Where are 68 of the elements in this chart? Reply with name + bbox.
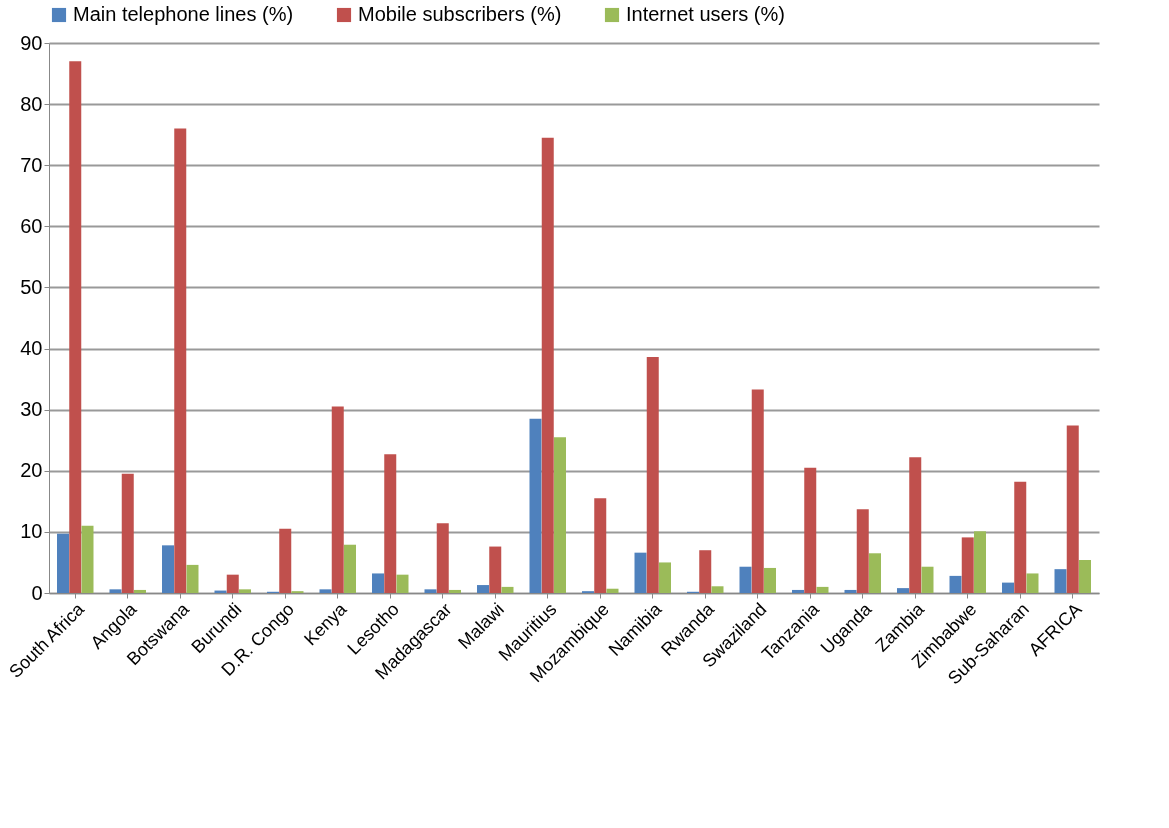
- bar: [816, 586, 829, 593]
- bar: [81, 525, 94, 593]
- bar: [739, 566, 752, 593]
- y-tick-label: 80: [20, 92, 43, 115]
- y-tick-label: 10: [20, 520, 43, 543]
- bar: [69, 61, 82, 593]
- bar: [436, 523, 449, 593]
- y-tick-label: 40: [20, 337, 43, 360]
- bar: [449, 589, 461, 593]
- bar: [909, 457, 922, 593]
- bar: [792, 589, 804, 593]
- y-tick-label: 60: [20, 214, 43, 237]
- bar: [424, 589, 437, 593]
- bar: [961, 537, 974, 593]
- bar: [372, 573, 384, 593]
- bar: [1054, 569, 1067, 593]
- legend-label: Mobile subscribers (%): [358, 3, 562, 25]
- bar: [121, 473, 134, 593]
- y-tick-label: 20: [20, 459, 43, 482]
- bar: [711, 586, 724, 593]
- bar: [477, 585, 489, 593]
- bar: [844, 589, 857, 593]
- bar: [751, 389, 764, 593]
- bar: [134, 589, 146, 593]
- bar: [186, 564, 199, 593]
- bar: [162, 545, 174, 593]
- bar: [554, 437, 566, 593]
- legend-label: Internet users (%): [626, 3, 785, 25]
- bar: [226, 574, 239, 593]
- bar: [594, 498, 607, 593]
- bar: [1026, 573, 1039, 593]
- bar: [489, 546, 502, 593]
- bar: [1002, 582, 1014, 593]
- bar: [949, 575, 962, 593]
- bar: [501, 586, 514, 593]
- bar: [1079, 560, 1091, 593]
- bar: [606, 588, 619, 593]
- bar: [646, 357, 659, 593]
- y-tick-label: 50: [20, 275, 43, 298]
- y-tick-label: 70: [20, 153, 43, 176]
- bar: [699, 550, 712, 593]
- bar: [764, 567, 776, 593]
- bar: [921, 566, 934, 593]
- bar: [974, 531, 986, 593]
- bar: [541, 137, 554, 593]
- bar: [529, 418, 542, 593]
- bar: [109, 589, 122, 593]
- bar: [1066, 425, 1079, 593]
- bar: [344, 544, 356, 593]
- bar: [1014, 481, 1027, 593]
- bar: [897, 588, 909, 593]
- bar: [331, 406, 344, 593]
- bar: [634, 552, 647, 593]
- bar: [57, 533, 69, 593]
- bar: [174, 128, 187, 593]
- bar: [869, 553, 881, 593]
- y-tick-label: 90: [20, 31, 43, 54]
- bar: [856, 509, 869, 593]
- bar: [396, 574, 409, 593]
- bar: [804, 467, 817, 593]
- bar: [384, 454, 397, 593]
- y-tick-label: 0: [31, 581, 43, 604]
- y-tick-label: 30: [20, 398, 43, 421]
- bar: [659, 562, 671, 593]
- bar: [279, 528, 292, 593]
- legend-label: Main telephone lines (%): [73, 3, 294, 25]
- bar: [239, 589, 251, 593]
- bar: [319, 589, 332, 593]
